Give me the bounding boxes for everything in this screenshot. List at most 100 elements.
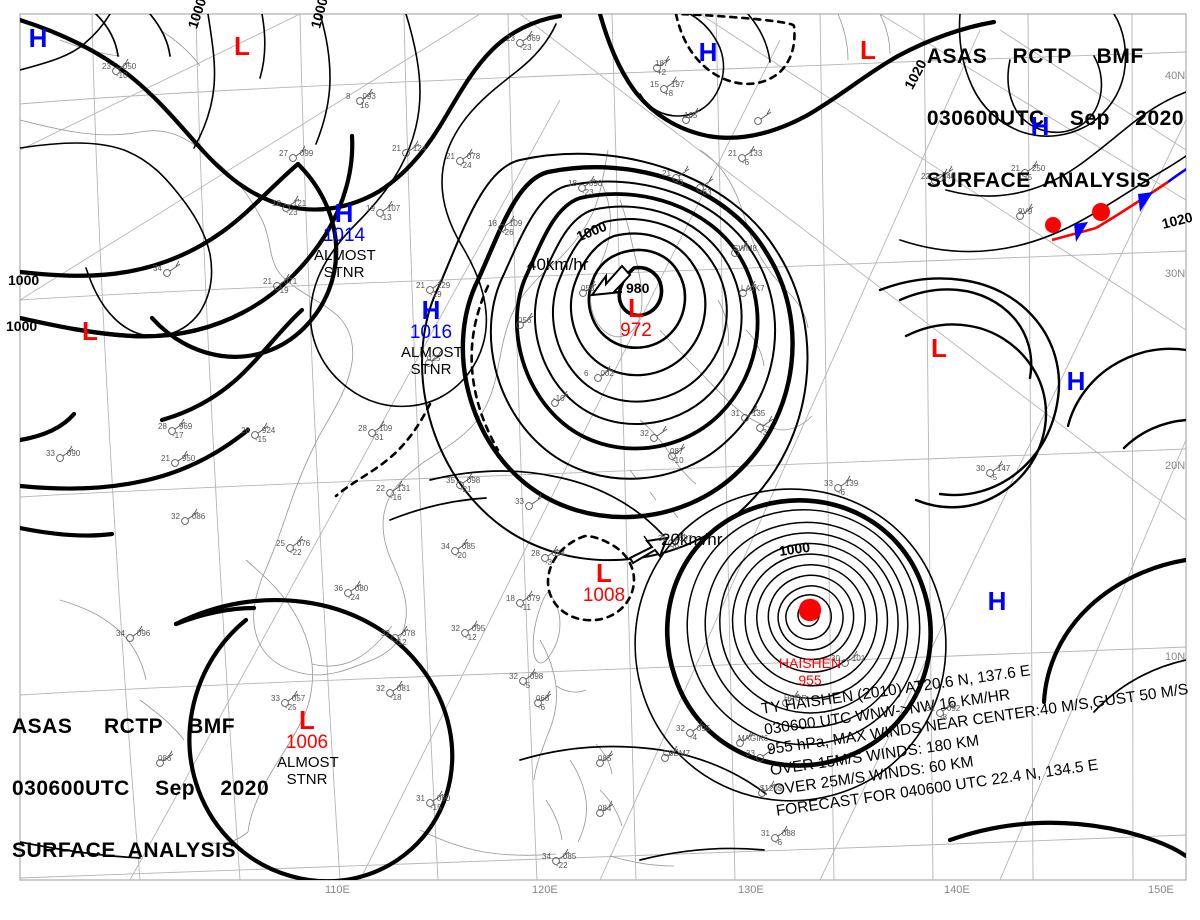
station-plot-text: 33 057 -25 — [271, 694, 306, 712]
station-plot-text: 32 095 -4 — [676, 724, 711, 742]
symbol-h: H — [334, 198, 354, 228]
title-bottom-line2: 030600UTC Sep 2020 — [12, 777, 270, 800]
symbol-h: H — [1030, 111, 1050, 141]
latitude-label: 40N — [1165, 70, 1186, 82]
symbol-l: L — [596, 558, 612, 588]
station-plot-text: 32 095 -12 — [451, 624, 486, 642]
station-plot-text: 187 +2 — [655, 59, 669, 77]
station-plot-text: 18 079 -11 — [506, 594, 541, 612]
station-plot-text: 084 — [598, 804, 612, 813]
station-plot-text: 34 085 -20 — [441, 542, 476, 560]
station-plot-text: 32 098 -5 — [509, 672, 544, 690]
pressure-system-h-nw-corner: H — [8, 25, 68, 51]
isobar-label: 1000 — [6, 318, 38, 334]
pressure-system-h-north-japan: H — [678, 39, 738, 65]
pressure-system-l-north-2: L — [838, 37, 898, 63]
symbol-h: H — [28, 23, 48, 53]
station-plot-text: C6DM7 — [663, 749, 691, 758]
station-plot-text: 30 147 -5 — [976, 464, 1011, 482]
pressure-system-h-china-1016: H 1016 ALMOST STNR — [401, 297, 463, 378]
longitude-label: 110E — [325, 884, 350, 896]
symbol-h: H — [987, 586, 1007, 616]
symbol-h: H — [698, 37, 718, 67]
station-plot-text: 25 076 -22 — [276, 539, 311, 557]
isobar-label: 980 — [626, 280, 650, 296]
station-plot-text: 025 — [427, 354, 441, 363]
station-plot-text: 087 -10 — [670, 447, 684, 465]
station-plot-text: 15 197 +8 — [650, 80, 685, 98]
station-plot-text: -10 — [553, 394, 565, 403]
station-plot-text: 18 109 -26 — [488, 219, 523, 237]
longitude-label: 140E — [944, 884, 970, 896]
station-plot-text: 165 — [684, 111, 698, 120]
motion-text: ALMOST STNR — [314, 246, 376, 282]
station-plot-text: 23 050 -10 — [102, 62, 137, 80]
station-plot-text: SWM8 — [733, 244, 757, 253]
motion-arrow-low — [589, 264, 632, 297]
station-plot-text: 32 078 -12 — [381, 629, 416, 647]
station-plot-text: 28 094 -3 — [531, 549, 566, 567]
station-plot-text: 33 139 -6 — [824, 479, 859, 497]
motion-text: ALMOST STNR — [277, 753, 339, 789]
station-plot-text: 28 969 -17 — [158, 422, 193, 440]
pressure-system-h-east-pac-1: H — [1046, 368, 1106, 394]
station-plot-text: 34 085 -22 — [542, 852, 577, 870]
map-frame — [19, 13, 1187, 881]
station-plot-text: 34 — [153, 264, 162, 273]
station-plot-text: 18 090 -23 — [568, 179, 603, 197]
station-plot-text: 21 078 -24 — [446, 152, 481, 170]
station-plot-text: HPQR — [784, 694, 808, 703]
motion-speed-label: 20km/hr — [661, 530, 723, 549]
station-plot-text: 19 107 -13 — [366, 204, 401, 222]
latitude-label: 20N — [1165, 460, 1186, 472]
station-plot-text: 068 -6 — [536, 694, 550, 712]
low-center-isobars — [421, 152, 809, 562]
station-plot-text: 31 088 -6 — [761, 829, 796, 847]
station-plot-text: 32 — [640, 429, 649, 438]
latitude-label: 10N — [1165, 651, 1186, 663]
station-plot-text: 33 090 — [46, 449, 81, 458]
station-plot-text: 33 — [515, 497, 524, 506]
typhoon-isobars — [634, 488, 947, 802]
station-plot-text: 6 002 — [584, 369, 614, 378]
station-plot-text: 35 098 -21 — [446, 476, 481, 494]
symbol-l: L — [234, 31, 250, 61]
station-plot-text: 21 129 -19 — [416, 281, 451, 299]
station-plot-text: 31 097 -9 — [658, 534, 693, 552]
station-plot-text: 34 096 — [116, 629, 151, 638]
symbol-l: L — [82, 316, 98, 346]
pressure-value: 1014 — [322, 225, 366, 246]
pressure-system-l-west-1000: L — [60, 318, 120, 344]
station-plot-text: 086 — [158, 754, 172, 763]
station-plot-text: 36 080 -24 — [334, 584, 369, 602]
station-plot-text: 053 — [581, 284, 595, 293]
pressure-system-l-east-pac: L — [909, 335, 969, 361]
station-plot-text: -3 — [760, 428, 768, 437]
station-plots — [56, 30, 1039, 865]
station-plot-text: 32 081 -18 — [376, 684, 411, 702]
pressure-system-h-china-1014: H 1014 ALMOST STNR — [314, 198, 376, 282]
station-plot-text: 22 131 -16 — [376, 484, 411, 502]
station-plot-text: 21 -3 — [662, 169, 684, 187]
pressure-value: 1016 — [409, 322, 453, 343]
station-plot-text: 21 071 -19 — [263, 277, 298, 295]
pressure-value: 972 — [620, 320, 652, 341]
station-plot-text: 28 109 -31 — [358, 424, 393, 442]
station-plot-text: 28 924 -15 — [241, 426, 276, 444]
pressure-system-l-north-1: L — [212, 33, 272, 59]
typhoon-symbol — [798, 598, 822, 622]
station-plot-text: MAGIK6 — [738, 734, 769, 743]
typhoon-name: HAISHEN — [778, 655, 842, 671]
pressure-system-l-sea-1008: L 1008 — [574, 560, 634, 607]
station-plot-text: 27 099 — [279, 149, 314, 158]
station-plot-text: 056 — [518, 316, 532, 325]
station-plot-text: 31 135 — [731, 409, 766, 418]
title-top-line2: 030600UTC Sep 2020 — [926, 107, 1184, 130]
chart-title-bottom: ASAS RCTP BMF 030600UTC Sep 2020 SURFACE… — [12, 678, 269, 900]
station-plot-text: 21 133 -6 — [728, 149, 763, 167]
typhoon-center-label: HAISHEN 955 — [760, 655, 860, 689]
station-plot-text — [744, 112, 758, 121]
pressure-system-l-phil-1006: L 1006 ALMOST STNR — [277, 705, 339, 789]
symbol-l: L — [299, 705, 315, 735]
